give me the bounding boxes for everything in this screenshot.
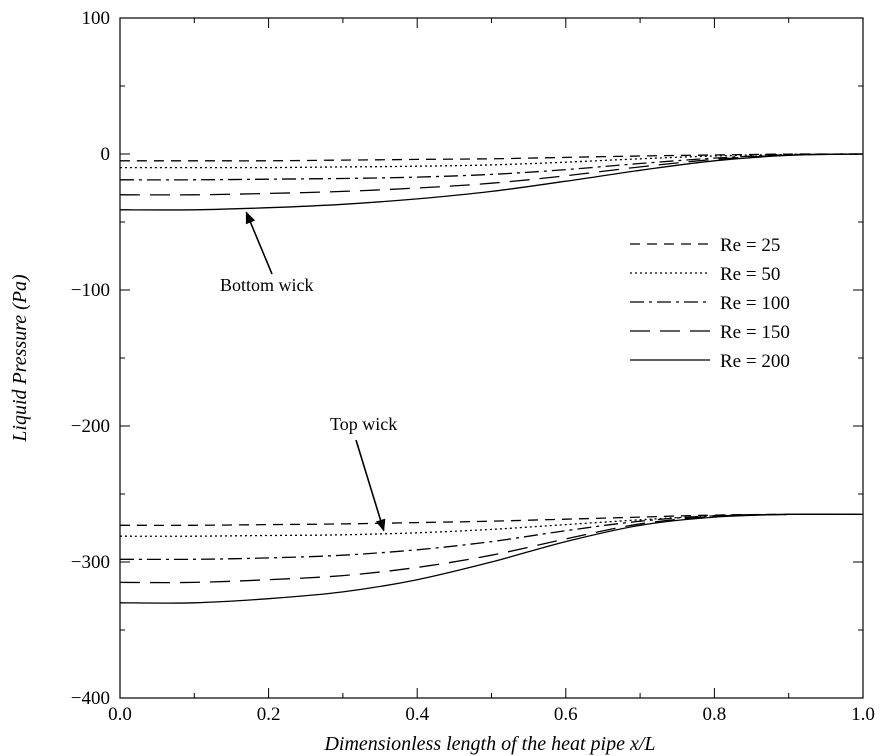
annotation-label-2: Top wick	[330, 414, 397, 434]
x-tick-label: 0.4	[405, 704, 429, 725]
series-line-4-top-wick	[119, 513, 864, 584]
x-axis-label: Dimensionless length of the heat pipe x/…	[323, 733, 655, 755]
y-tick-label: −400	[71, 688, 110, 709]
legend: Re = 25 Re = 50 Re = 100 Re = 150 Re = 200	[630, 235, 790, 372]
y-tick-label: −300	[71, 552, 110, 573]
series-line-2-bottom-wick	[120, 153, 864, 169]
y-tick-label: 0	[101, 144, 111, 165]
x-tick-label: 0.2	[257, 704, 281, 725]
y-tick-label: −100	[71, 280, 110, 301]
x-tick-label: 0.8	[703, 704, 727, 725]
annotation-arrow-2	[355, 439, 386, 532]
series-line-4-bottom-wick	[119, 153, 864, 196]
annotations: Bottom wick Top wick	[220, 211, 397, 532]
x-tick-label: 0.6	[554, 704, 578, 725]
y-axis-label: Liquid Pressure (Pa)	[9, 274, 31, 443]
series-line-3-top-wick	[119, 513, 864, 561]
series-line-3-bottom-wick	[119, 153, 864, 181]
series-line-5-bottom-wick	[119, 153, 864, 211]
x-tick-label: 0.0	[108, 704, 132, 725]
series-line-1-bottom-wick	[120, 153, 864, 162]
legend-label-1: Re = 25	[720, 235, 780, 256]
annotation-arrow-1	[245, 211, 273, 275]
series-line-5-top-wick	[119, 513, 864, 604]
y-tick-label: −200	[71, 416, 110, 437]
legend-label-3: Re = 100	[720, 293, 790, 314]
legend-label-2: Re = 50	[720, 264, 780, 285]
axis-ticks	[119, 17, 864, 699]
axis-tick-labels: 0.0 0.2 0.4 0.6 0.8 1.0 100 0 −100 −200 −300 −400	[71, 8, 875, 725]
x-tick-label: 1.0	[851, 704, 875, 725]
annotation-label-1: Bottom wick	[220, 275, 314, 295]
series-line-2-top-wick	[119, 513, 864, 537]
y-tick-label: 100	[82, 8, 111, 29]
legend-label-4: Re = 150	[720, 322, 790, 343]
legend-label-5: Re = 200	[720, 351, 790, 372]
series-line-1-top-wick	[119, 513, 864, 526]
series-lines	[119, 153, 864, 604]
